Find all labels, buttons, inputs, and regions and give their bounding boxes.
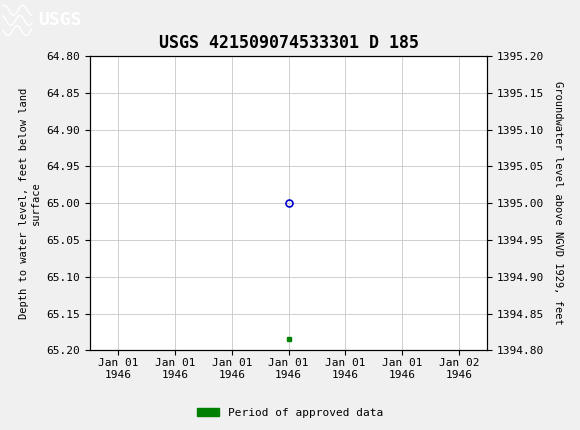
Y-axis label: Depth to water level, feet below land
surface: Depth to water level, feet below land su… xyxy=(19,88,41,319)
Legend: Period of approved data: Period of approved data xyxy=(193,403,387,422)
Title: USGS 421509074533301 D 185: USGS 421509074533301 D 185 xyxy=(158,34,419,52)
Text: USGS: USGS xyxy=(38,12,81,29)
Y-axis label: Groundwater level above NGVD 1929, feet: Groundwater level above NGVD 1929, feet xyxy=(553,81,563,325)
